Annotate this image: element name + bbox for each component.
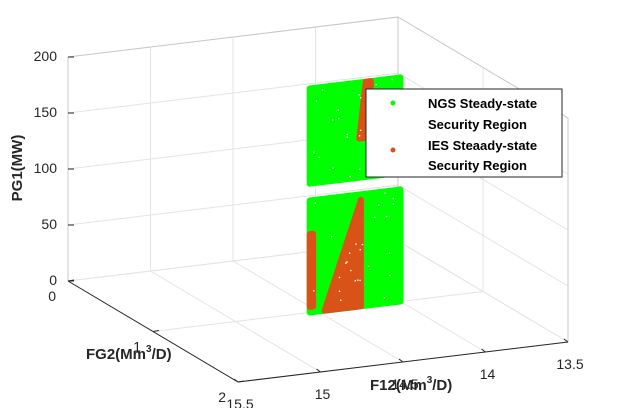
data-layer xyxy=(306,74,404,316)
series-1-region-0 xyxy=(321,196,364,314)
series-0-speckle xyxy=(358,135,361,137)
x-tick xyxy=(237,380,245,383)
series-0-speckle xyxy=(357,279,359,282)
x-tick-label: 0 xyxy=(48,288,56,304)
x-axis-label: FG2(Mm3/D) xyxy=(86,344,172,363)
series-0-speckle xyxy=(331,119,334,121)
legend-marker-ngs xyxy=(390,100,396,106)
y-tick-label: 15.5 xyxy=(226,396,253,408)
legend: NGS Steady-state Security Region IES Ste… xyxy=(365,88,563,178)
x-tick xyxy=(152,330,160,332)
series-0-speckle xyxy=(361,243,364,246)
series-0-speckle xyxy=(385,215,388,218)
series-0-speckle xyxy=(346,261,348,263)
series-0-speckle xyxy=(346,133,349,136)
series-0-speckle xyxy=(359,96,362,99)
z-tick-label: 50 xyxy=(41,216,57,232)
series-0-speckle xyxy=(337,117,340,120)
y-tick-label: 14.5 xyxy=(391,376,418,392)
legend-label-ies-line1: IES Steaady-state xyxy=(428,138,537,153)
y-tick xyxy=(481,348,486,353)
series-0-speckle xyxy=(359,129,362,132)
z-tick-label: 200 xyxy=(34,48,58,64)
z-tick-label: 150 xyxy=(34,104,58,120)
series-0-speckle xyxy=(375,83,378,86)
x-tick xyxy=(67,279,75,282)
y-tick xyxy=(316,368,321,373)
series-0-speckle xyxy=(358,93,360,96)
series-0-speckle xyxy=(345,262,347,264)
y-tick xyxy=(398,358,404,363)
series-0-speckle xyxy=(358,168,361,170)
series-0-speckle xyxy=(389,274,391,277)
y-tick-label: 15 xyxy=(315,386,331,402)
series-0-speckle xyxy=(313,151,315,154)
series-0-speckle xyxy=(340,299,342,302)
series-0-speckle xyxy=(384,192,386,194)
series-0-speckle xyxy=(337,109,340,111)
x-tick-label: 1 xyxy=(133,339,141,355)
y-tick xyxy=(233,378,239,383)
y-tick xyxy=(563,338,569,343)
series-0-speckle xyxy=(349,175,352,178)
series-0-speckle xyxy=(350,269,352,272)
legend-label-ngs-line1: NGS Steady-state xyxy=(428,96,537,111)
y-tick-label: 13.5 xyxy=(556,356,583,372)
series-0-speckle xyxy=(346,136,349,138)
series-0-speckle xyxy=(392,203,395,205)
series-0-speckle xyxy=(321,89,324,91)
series-0-speckle xyxy=(314,202,317,204)
series-1-region-1 xyxy=(306,230,317,310)
series-0-speckle xyxy=(359,248,362,251)
z-axis-label: PG1(MW) xyxy=(9,135,26,202)
legend-label-ngs-line2: Security Region xyxy=(428,117,527,132)
series-0-speckle xyxy=(338,290,341,293)
tick-layer: 0 50 100 150 200 0 1 2 13.5 14 14.5 15 15.5 xyxy=(34,48,584,408)
series-0-speckle xyxy=(378,204,380,206)
series-0-speckle xyxy=(391,78,394,81)
series-0-speckle xyxy=(348,252,351,254)
series-0-speckle xyxy=(355,243,357,245)
series-0-speckle xyxy=(359,279,361,282)
series-0-speckle xyxy=(313,290,315,292)
series-0-speckle xyxy=(354,279,357,282)
series-0-speckle xyxy=(318,156,321,159)
y-tick-label: 14 xyxy=(480,366,496,382)
y-axis-label: F12(Mm3/D) xyxy=(370,375,452,394)
series-0-speckle xyxy=(338,276,341,279)
x-tick-label: 2 xyxy=(218,389,226,405)
series-0-speckle xyxy=(332,167,334,170)
z-tick-label: 100 xyxy=(34,160,58,176)
series-0-speckle xyxy=(392,197,395,200)
legend-marker-ies xyxy=(390,147,396,153)
box-edge xyxy=(67,16,399,58)
z-tick-label: 0 xyxy=(49,272,57,288)
series-0-speckle xyxy=(388,252,391,254)
series-0-speckle xyxy=(373,216,376,218)
series-0-speckle xyxy=(367,265,370,268)
series-0-speckle xyxy=(315,100,318,102)
legend-box xyxy=(365,88,563,178)
series-0-speckle xyxy=(383,297,386,299)
series-0-speckle xyxy=(330,235,333,238)
legend-label-ies-line2: Security Region xyxy=(428,158,527,173)
